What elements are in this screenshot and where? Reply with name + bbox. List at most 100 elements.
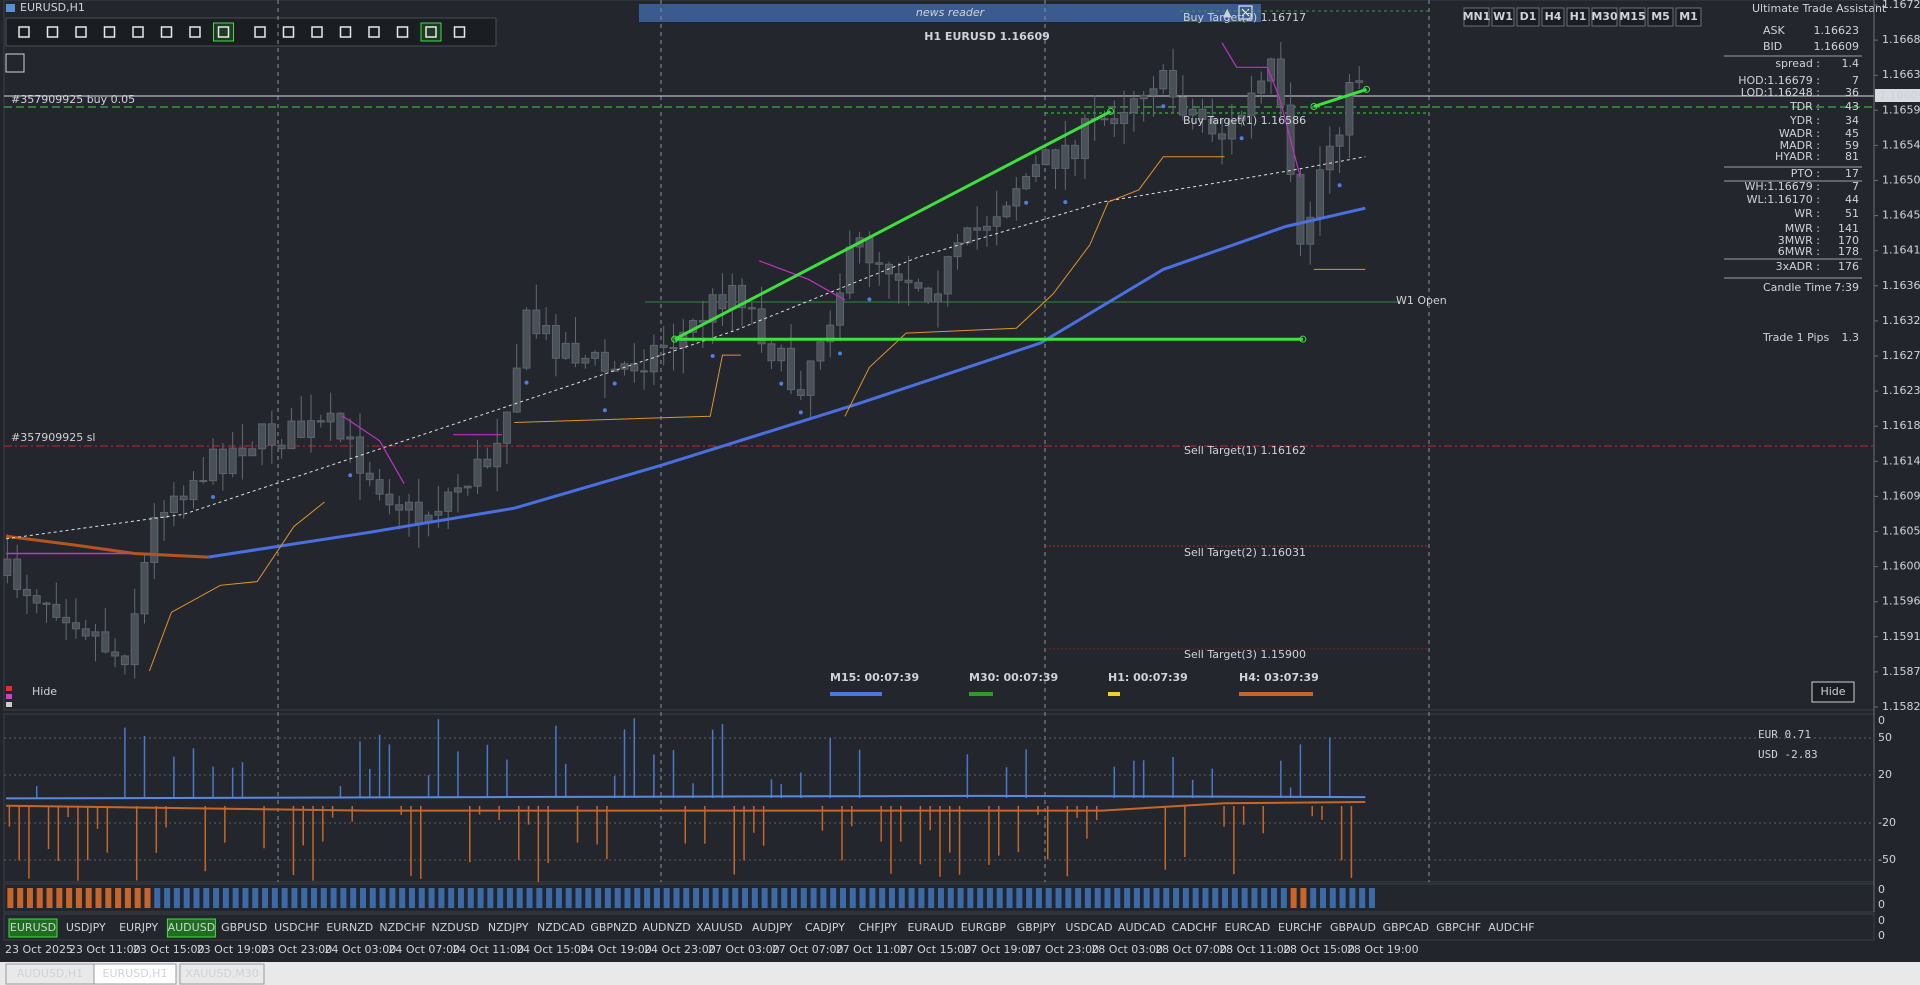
timeframe-button[interactable] bbox=[1541, 7, 1565, 27]
timeframe-button[interactable] bbox=[1647, 7, 1674, 27]
symbol-button[interactable]: GBPUSD bbox=[221, 921, 267, 934]
timeframe-button[interactable] bbox=[1463, 7, 1490, 27]
candle-body bbox=[13, 558, 22, 590]
timer: H4: 03:07:39 bbox=[1239, 671, 1319, 684]
candle-body bbox=[973, 227, 982, 231]
toolbar-glyph bbox=[132, 26, 144, 38]
candle-body bbox=[395, 504, 404, 511]
ma-white bbox=[6, 156, 1366, 540]
strength-bar bbox=[487, 888, 494, 908]
symbol-button-active[interactable] bbox=[166, 918, 216, 938]
timeframe-button[interactable] bbox=[1619, 7, 1646, 27]
timeframe-button[interactable] bbox=[1591, 7, 1618, 27]
close-icon[interactable] bbox=[1238, 5, 1253, 20]
candle-body bbox=[1335, 134, 1344, 147]
timeframe-button[interactable] bbox=[1516, 7, 1540, 27]
candle-body bbox=[1031, 164, 1040, 177]
one-click-icon[interactable] bbox=[5, 53, 25, 73]
hide-left[interactable]: Hide bbox=[32, 685, 57, 698]
stop-line bbox=[148, 501, 325, 672]
symbol-button[interactable]: USDCHF bbox=[274, 921, 320, 934]
strength-bar bbox=[604, 888, 611, 908]
symbol-button[interactable]: GBPJPY bbox=[1017, 921, 1056, 934]
candle-body bbox=[982, 225, 991, 231]
symbol-button[interactable]: EURCHF bbox=[1278, 921, 1322, 934]
strength-bar bbox=[369, 888, 376, 908]
toolbar-button[interactable] bbox=[420, 22, 442, 42]
strength-bar bbox=[115, 888, 122, 908]
candle-body bbox=[816, 341, 825, 362]
strength-bar bbox=[203, 888, 210, 908]
candle-body bbox=[943, 256, 952, 295]
symbol-button[interactable]: NZDJPY bbox=[488, 921, 529, 934]
symbol-button[interactable]: AUDNZD bbox=[642, 921, 690, 934]
candle-body bbox=[346, 436, 355, 440]
symbol-button[interactable]: CADJPY bbox=[805, 921, 845, 934]
symbol-button[interactable]: CADCHF bbox=[1172, 921, 1218, 934]
symbol-button[interactable]: CHFJPY bbox=[858, 921, 897, 934]
strength-bar bbox=[751, 888, 758, 908]
timeframe-button[interactable] bbox=[1491, 7, 1515, 27]
symbol-button[interactable]: NZDCHF bbox=[379, 921, 426, 934]
symbol-button[interactable]: AUDUSD bbox=[168, 921, 216, 934]
symbol-button[interactable]: EURAUD bbox=[907, 921, 953, 934]
candle-body bbox=[248, 448, 257, 457]
strength-bar bbox=[408, 888, 415, 908]
symbol-button[interactable]: NZDUSD bbox=[432, 921, 480, 934]
strength-bar bbox=[575, 888, 582, 908]
time-label: 28 Oct 19:00 bbox=[1347, 943, 1419, 956]
symbol-button[interactable]: USDJPY bbox=[66, 921, 106, 934]
timeframe-button[interactable] bbox=[1566, 7, 1590, 27]
symbols-axis-label: 0 bbox=[1878, 929, 1885, 942]
panel-value: 7 bbox=[1852, 74, 1859, 87]
tab-label[interactable]: EURUSD,H1 bbox=[103, 967, 168, 980]
symbol-button[interactable]: USDCAD bbox=[1065, 921, 1112, 934]
symbol-button[interactable]: AUDCHF bbox=[1488, 921, 1534, 934]
hide-button-right[interactable] bbox=[1811, 681, 1855, 703]
usd-line bbox=[6, 801, 1366, 812]
candle-body bbox=[787, 347, 796, 391]
symbol-button[interactable]: AUDJPY bbox=[752, 921, 793, 934]
strength-bar bbox=[506, 888, 513, 908]
panel-label: MADR : bbox=[1780, 139, 1820, 152]
price-label: 1.16725 bbox=[1882, 0, 1920, 11]
toolbar-glyph bbox=[160, 26, 173, 38]
candle-body bbox=[91, 631, 100, 637]
timeframe-button[interactable] bbox=[1675, 7, 1702, 27]
strength-bar bbox=[1143, 888, 1150, 908]
panel-value: 44 bbox=[1845, 193, 1859, 206]
symbol-button[interactable]: GBPCAD bbox=[1383, 921, 1429, 934]
tab[interactable] bbox=[179, 963, 265, 985]
chart-label: Sell Target(1) 1.16162 bbox=[1184, 444, 1306, 457]
symbol-button[interactable]: EURNZD bbox=[326, 921, 373, 934]
strength-bar bbox=[497, 888, 504, 908]
signal-dot bbox=[710, 353, 715, 358]
symbol-button[interactable]: GBPAUD bbox=[1330, 921, 1376, 934]
symbol-button[interactable]: EURJPY bbox=[119, 921, 158, 934]
hide-right[interactable]: Hide bbox=[1820, 685, 1845, 698]
panel-value: 141 bbox=[1838, 222, 1859, 235]
strength-bar bbox=[271, 888, 278, 908]
candle-body bbox=[444, 491, 453, 512]
symbol-button[interactable]: EURUSD bbox=[10, 921, 56, 934]
tab[interactable] bbox=[93, 963, 177, 985]
strength-bar bbox=[1173, 888, 1180, 908]
symbol-button[interactable]: NZDCAD bbox=[537, 921, 585, 934]
time-label: 27 Oct 07:00 bbox=[772, 943, 844, 956]
collapse-icon[interactable]: ▲ bbox=[1223, 6, 1232, 19]
time-label: 24 Oct 11:00 bbox=[452, 943, 524, 956]
strength-bar bbox=[761, 888, 768, 908]
tab-label[interactable]: AUDUSD,H1 bbox=[17, 967, 83, 980]
symbol-button[interactable]: AUDCAD bbox=[1118, 921, 1166, 934]
tab-label[interactable]: XAUUSD,M30 bbox=[185, 967, 259, 980]
symbol-button[interactable]: XAUUSD bbox=[696, 921, 743, 934]
news-reader-bar[interactable] bbox=[639, 4, 1261, 22]
candle-body bbox=[1139, 94, 1148, 100]
symbol-button[interactable]: GBPCHF bbox=[1436, 921, 1481, 934]
symbol-button[interactable]: EURGBP bbox=[961, 921, 1007, 934]
candle-body bbox=[669, 346, 678, 349]
toolbar-button[interactable] bbox=[213, 22, 234, 42]
symbol-button-active[interactable] bbox=[8, 918, 58, 938]
symbol-button[interactable]: EURCAD bbox=[1225, 921, 1271, 934]
symbol-button[interactable]: GBPNZD bbox=[590, 921, 637, 934]
